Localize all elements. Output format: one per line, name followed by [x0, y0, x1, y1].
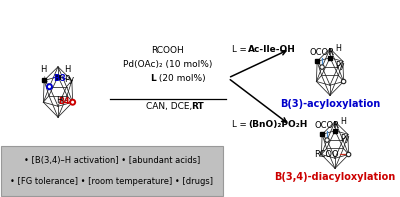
- Text: RCOO: RCOO: [314, 150, 339, 159]
- Circle shape: [341, 79, 346, 84]
- Text: ·B3: ·B3: [52, 74, 66, 83]
- Text: CAN, DCE,: CAN, DCE,: [146, 101, 195, 111]
- Circle shape: [325, 138, 329, 142]
- Circle shape: [346, 152, 351, 157]
- Text: Ac-Ile-OH: Ac-Ile-OH: [248, 45, 296, 54]
- Text: B(3)-acyloxylation: B(3)-acyloxylation: [280, 99, 380, 109]
- Text: Py: Py: [64, 75, 74, 84]
- Text: H: H: [335, 44, 341, 53]
- Text: B(3,4)-diacyloxylation: B(3,4)-diacyloxylation: [274, 172, 396, 182]
- Text: RT: RT: [191, 101, 204, 111]
- Text: Pd(OAc)₂ (10 mol%): Pd(OAc)₂ (10 mol%): [123, 59, 213, 69]
- Text: L =: L =: [232, 120, 250, 128]
- Text: RCOOH: RCOOH: [152, 46, 184, 55]
- Text: Py: Py: [340, 134, 350, 143]
- Circle shape: [320, 65, 324, 69]
- Text: L: L: [150, 73, 156, 83]
- Text: H: H: [340, 117, 346, 126]
- Circle shape: [70, 100, 75, 105]
- FancyBboxPatch shape: [1, 146, 223, 196]
- Text: • [FG tolerance] • [room temperature] • [drugs]: • [FG tolerance] • [room temperature] • …: [10, 177, 214, 186]
- Text: OCOR: OCOR: [314, 121, 340, 130]
- Text: H: H: [40, 65, 47, 74]
- Text: B4: B4: [58, 97, 70, 106]
- Circle shape: [47, 84, 52, 89]
- Text: H: H: [56, 96, 63, 105]
- Text: Py: Py: [335, 61, 344, 70]
- Text: OCOR: OCOR: [310, 48, 334, 57]
- Text: • [B(3,4)–H activation] • [abundant acids]: • [B(3,4)–H activation] • [abundant acid…: [24, 155, 200, 164]
- Text: H: H: [64, 65, 70, 74]
- Text: L =: L =: [232, 45, 250, 54]
- Text: (20 mol%): (20 mol%): [156, 73, 206, 83]
- Text: (BnO)₂PO₂H: (BnO)₂PO₂H: [248, 120, 307, 128]
